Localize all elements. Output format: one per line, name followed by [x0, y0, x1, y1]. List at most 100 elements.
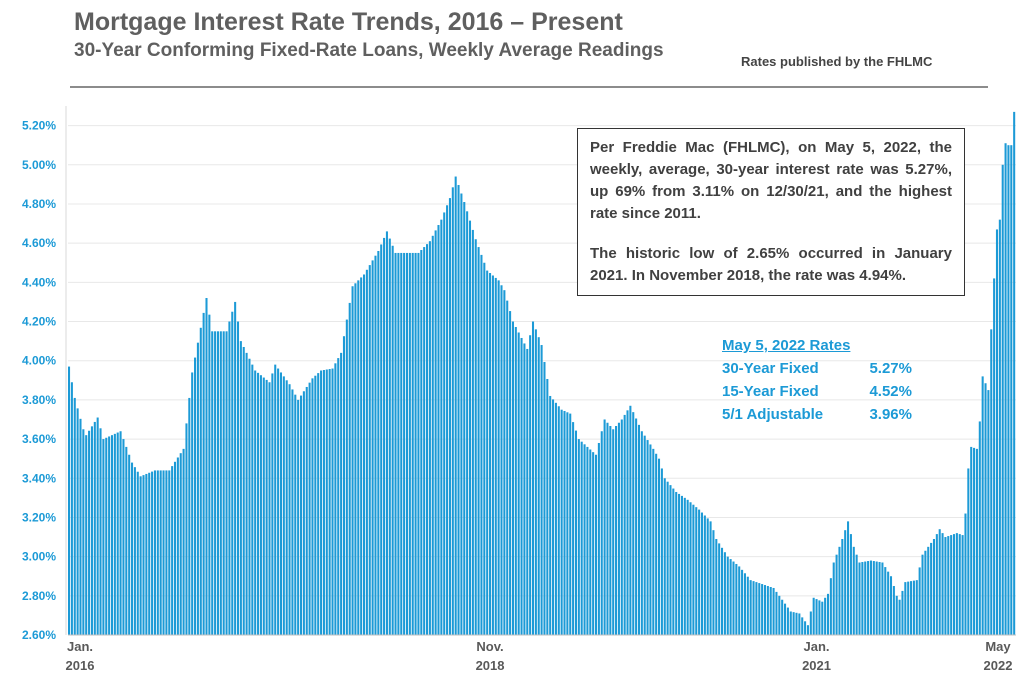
data-bar [952, 534, 956, 635]
data-bar [282, 376, 285, 635]
data-bar [340, 352, 343, 635]
data-bar [423, 247, 426, 635]
data-bar [317, 373, 320, 635]
data-bar [864, 561, 867, 635]
data-bar [360, 277, 363, 635]
data-bar [569, 413, 572, 635]
data-bar [735, 563, 738, 635]
data-bar [105, 437, 108, 635]
data-bar [907, 581, 910, 635]
data-bar [603, 419, 606, 635]
data-bar [354, 283, 357, 635]
data-bar [549, 395, 552, 635]
data-bar [506, 300, 509, 635]
data-bar [400, 252, 403, 635]
data-bar [391, 245, 394, 635]
data-bar [537, 337, 540, 635]
data-bar [763, 585, 767, 635]
data-bar [179, 453, 182, 635]
data-bar [234, 301, 237, 635]
data-bar [259, 375, 262, 635]
data-bar [489, 273, 492, 635]
data-bar [892, 586, 895, 635]
x-tick-label: May [985, 639, 1011, 654]
data-bar [311, 378, 314, 635]
y-tick-label: 3.60% [22, 432, 56, 446]
data-bar [265, 379, 268, 635]
data-bar [918, 567, 921, 635]
data-bar [841, 539, 844, 635]
data-bar [262, 377, 265, 635]
data-bar [76, 408, 79, 635]
data-bar [90, 426, 93, 635]
data-bar [743, 573, 746, 635]
data-bar [809, 611, 812, 635]
data-bar [729, 559, 732, 635]
y-tick-label: 3.00% [22, 550, 56, 564]
data-bar [305, 386, 308, 635]
data-bar [1001, 164, 1004, 635]
data-bar [173, 461, 177, 635]
data-bar [715, 539, 718, 635]
data-bar [615, 426, 618, 635]
data-bar [629, 405, 632, 635]
data-bar [148, 472, 151, 635]
data-bar [377, 250, 380, 636]
rate-value: 5.27% [869, 360, 912, 377]
data-bar [821, 601, 824, 635]
rate-value: 3.96% [869, 406, 912, 423]
data-bar [463, 202, 466, 635]
data-bar [666, 481, 669, 635]
data-bar [981, 376, 984, 635]
data-bar [947, 536, 950, 635]
data-bar [405, 252, 409, 635]
source-note: Rates published by the FHLMC [741, 54, 933, 69]
data-bar [351, 286, 354, 635]
data-bar [973, 447, 976, 635]
data-bar [411, 252, 414, 635]
data-bar [789, 611, 792, 635]
data-bar [448, 198, 451, 635]
data-bar [342, 336, 346, 635]
data-bar [85, 435, 88, 635]
data-bar [474, 239, 477, 636]
data-bar [529, 335, 532, 635]
data-bar [136, 471, 139, 635]
data-bar [818, 600, 821, 635]
data-bar [380, 244, 383, 635]
data-bar [875, 561, 878, 635]
data-bar [88, 430, 91, 635]
data-bar [563, 410, 566, 635]
data-bar [414, 252, 417, 635]
data-bar [288, 384, 291, 635]
data-bar [205, 298, 208, 635]
data-bar [320, 370, 323, 635]
data-bar [804, 621, 807, 635]
data-bar [82, 429, 85, 635]
data-bar [168, 470, 171, 635]
data-bar [987, 390, 990, 635]
data-bar [257, 372, 260, 635]
data-bar [546, 378, 549, 635]
data-bar [133, 467, 136, 635]
data-bar [798, 613, 801, 635]
data-bar [214, 331, 217, 635]
chart-subtitle: 30-Year Conforming Fixed-Rate Loans, Wee… [74, 40, 664, 61]
data-bar [245, 352, 248, 635]
data-bar [274, 364, 277, 635]
data-bar [385, 231, 388, 635]
data-bar [915, 580, 918, 635]
data-bar [600, 431, 603, 635]
data-bar [454, 176, 457, 635]
data-bar [632, 412, 635, 635]
data-bar [159, 470, 162, 635]
data-bar [574, 430, 577, 635]
data-bar [580, 441, 583, 635]
data-bar [397, 252, 400, 635]
data-bar [838, 546, 841, 635]
data-bar [930, 542, 933, 635]
data-bar [867, 561, 870, 635]
data-bar [927, 546, 930, 635]
data-bar [211, 331, 214, 635]
